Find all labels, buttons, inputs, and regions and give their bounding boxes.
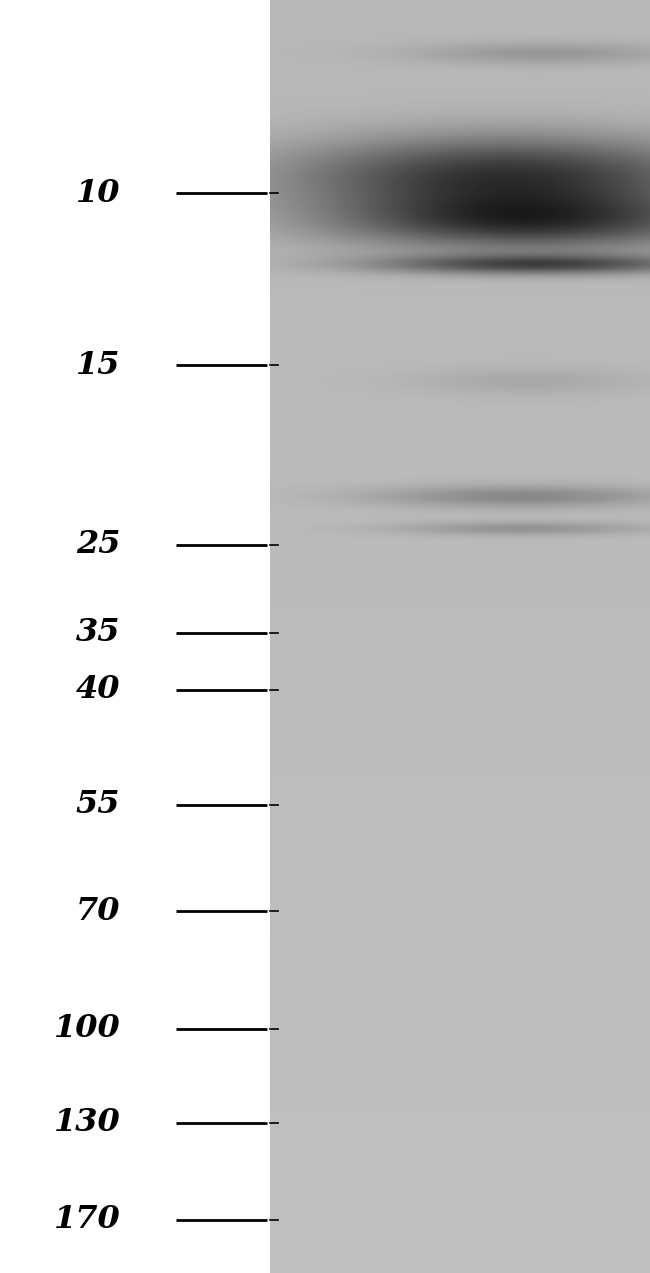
Text: 25: 25 bbox=[76, 530, 120, 560]
Text: 35: 35 bbox=[76, 617, 120, 648]
Text: 70: 70 bbox=[76, 896, 120, 927]
Text: 55: 55 bbox=[76, 789, 120, 820]
Text: 40: 40 bbox=[76, 675, 120, 705]
Text: 10: 10 bbox=[76, 178, 120, 209]
Text: 100: 100 bbox=[53, 1013, 120, 1044]
Text: 15: 15 bbox=[76, 350, 120, 381]
Text: 170: 170 bbox=[53, 1204, 120, 1235]
Text: 130: 130 bbox=[53, 1108, 120, 1138]
